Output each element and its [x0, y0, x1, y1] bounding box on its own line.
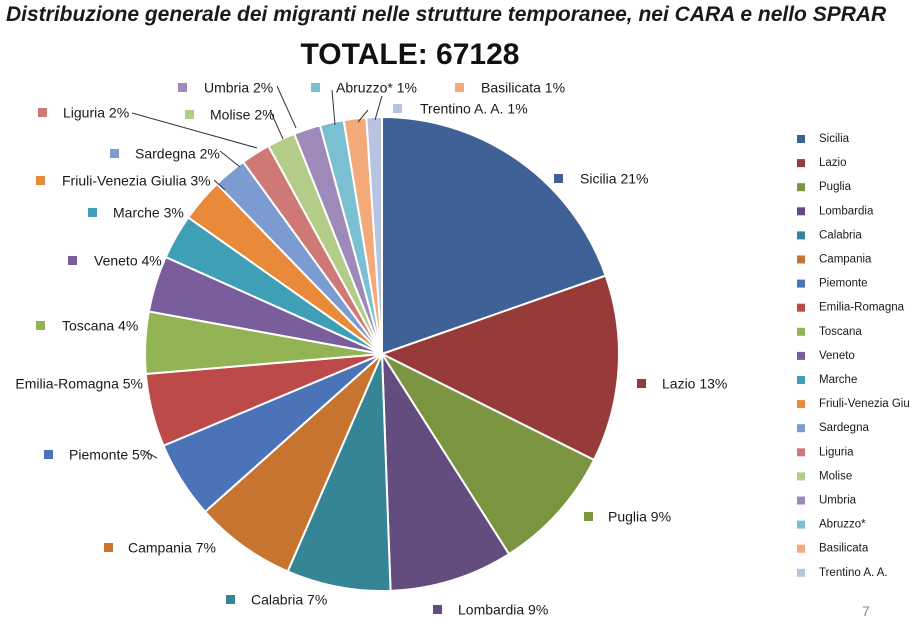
slice-label: Basilicata 1% — [481, 80, 565, 96]
slice-label-marker — [44, 450, 53, 459]
legend-label: Lombardia — [819, 205, 874, 217]
leader-line — [131, 112, 258, 149]
slice-label-marker — [36, 321, 45, 330]
slice-label-marker — [68, 256, 77, 265]
leader-line — [357, 109, 369, 123]
leader-line — [269, 109, 284, 140]
legend-label: Umbria — [819, 495, 857, 507]
legend: Sicilia Lazio Puglia Lombardia Calabria Campa… — [797, 133, 910, 579]
slice-label: Veneto 4% — [94, 253, 162, 269]
legend-label: Veneto — [819, 350, 855, 362]
slice-label: Friuli-Venezia Giulia 3% — [62, 173, 211, 189]
pie-slices — [144, 115, 620, 592]
legend-marker — [797, 207, 805, 216]
legend-marker — [797, 496, 805, 505]
slice-label: Marche 3% — [113, 205, 184, 221]
legend-marker — [797, 183, 805, 192]
slice-label: Puglia 9% — [608, 509, 671, 525]
slice-label: Abruzzo* 1% — [336, 80, 417, 96]
chart-subtitle: TOTALE: 67128 — [300, 38, 520, 71]
legend-marker — [797, 351, 805, 360]
pie-slice-campania — [203, 353, 383, 573]
legend-marker — [797, 327, 805, 336]
legend-marker — [797, 231, 805, 240]
legend-label: Friuli-Venezia Giu — [819, 398, 910, 410]
slice-label-marker — [110, 149, 119, 158]
legend-marker — [797, 159, 805, 168]
slice-label-marker — [38, 108, 47, 117]
slice-label-marker — [554, 174, 563, 183]
slice-label: Calabria 7% — [251, 592, 327, 608]
legend-label: Molise — [819, 470, 852, 482]
legend-label: Emilia-Romagna — [819, 302, 905, 314]
slice-label: Sardegna 2% — [135, 146, 220, 162]
leader-line — [143, 450, 158, 459]
legend-marker — [797, 448, 805, 457]
slice-label: Sicilia 21% — [580, 171, 648, 187]
legend-label: Calabria — [819, 229, 862, 241]
leader-line — [374, 95, 383, 121]
legend-label: Piemonte — [819, 278, 868, 290]
slice-label-marker — [104, 543, 113, 552]
legend-label: Toscana — [819, 326, 862, 338]
slice-label-marker — [36, 176, 45, 185]
legend-label: Sicilia — [819, 133, 850, 145]
slice-label: Liguria 2% — [63, 105, 129, 121]
legend-marker — [797, 520, 805, 529]
legend-label: Campania — [819, 254, 872, 266]
leader-lines — [131, 85, 383, 459]
leader-line — [219, 150, 241, 168]
slice-label: Molise 2% — [210, 107, 275, 123]
legend-label: Liguria — [819, 446, 854, 458]
legend-marker — [797, 303, 805, 312]
slice-label: Piemonte 5% — [69, 447, 152, 463]
slice-label: Umbria 2% — [204, 80, 273, 96]
slice-label: Emilia-Romagna 5% — [15, 376, 143, 392]
slice-label: Campania 7% — [128, 540, 216, 556]
page-number: 7 — [862, 603, 870, 619]
pie-slice-trentino-a-a — [365, 115, 383, 355]
legend-marker — [797, 472, 805, 481]
legend-marker — [797, 376, 805, 384]
slice-label: Lazio 13% — [662, 376, 727, 392]
slice-label: Lombardia 9% — [458, 602, 548, 618]
slice-label-marker — [88, 208, 97, 217]
slice-label-marker — [455, 83, 464, 92]
legend-label: Sardegna — [819, 422, 869, 434]
slice-label-marker — [637, 379, 646, 388]
legend-marker — [797, 400, 805, 409]
slice-labels: Sicilia 21% Lazio 13% Puglia 9% Lombardia 9… — [15, 80, 727, 618]
legend-label: Trentino A. A. — [819, 567, 888, 579]
slice-label-marker — [226, 595, 235, 604]
legend-marker — [797, 255, 805, 264]
pie-slice-lombardia — [380, 350, 511, 592]
legend-marker — [797, 135, 805, 143]
slice-label-marker — [433, 605, 442, 614]
slice-label-marker — [178, 83, 187, 92]
legend-label: Lazio — [819, 157, 847, 169]
slice-label-marker — [185, 110, 194, 119]
leader-line — [331, 89, 336, 126]
pie-slice-calabria — [286, 353, 392, 592]
slice-label: Trentino A. A. 1% — [420, 101, 528, 117]
chart-title: Distribuzione generale dei migranti nell… — [6, 3, 887, 26]
legend-marker — [797, 279, 805, 288]
legend-marker — [797, 568, 805, 577]
legend-label: Abruzzo* — [819, 519, 866, 531]
leader-line — [276, 85, 297, 129]
legend-label: Puglia — [819, 181, 852, 193]
pie-slice-puglia — [379, 351, 596, 556]
legend-marker — [797, 544, 805, 553]
slice-label-marker — [584, 512, 593, 521]
pie-slice-lazio — [379, 274, 620, 462]
slice-label-marker — [311, 83, 320, 92]
legend-label: Marche — [819, 374, 857, 386]
legend-label: Basilicata — [819, 543, 869, 555]
leader-line — [213, 179, 226, 191]
slice-label-marker — [393, 104, 402, 113]
legend-marker — [797, 424, 805, 433]
slice-label: Toscana 4% — [62, 318, 138, 334]
